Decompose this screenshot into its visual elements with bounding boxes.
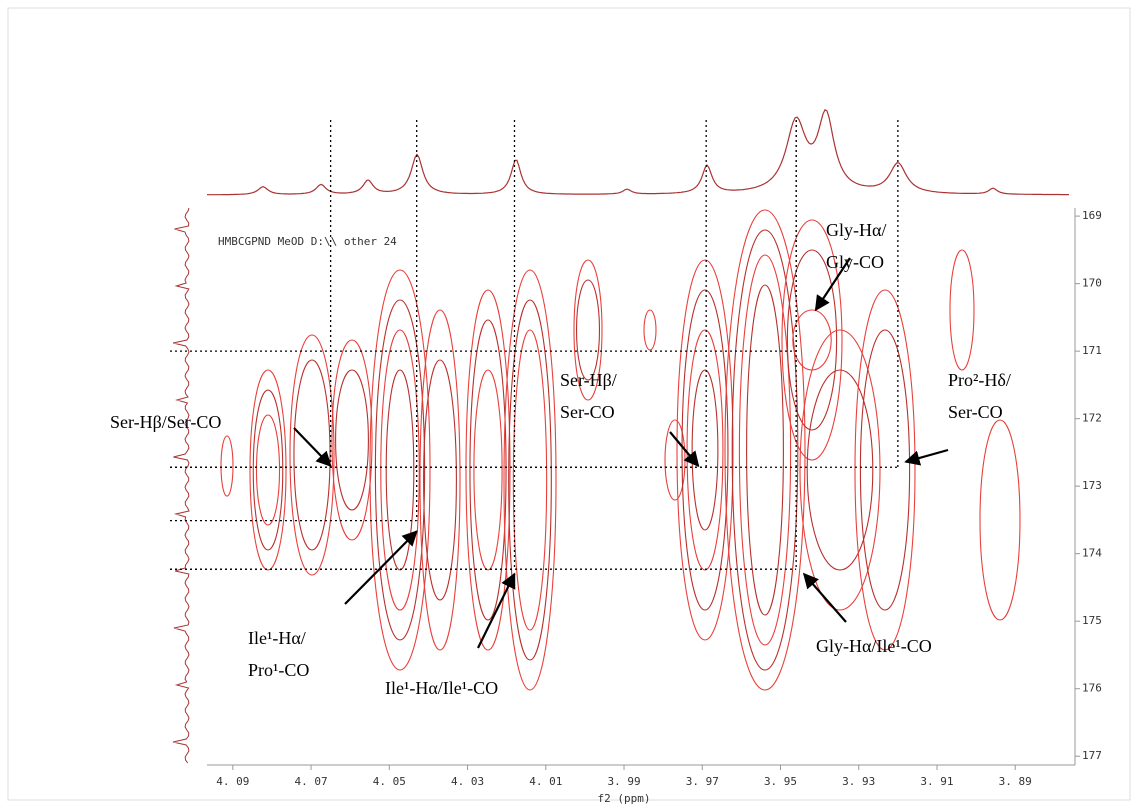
annotation-label: Pro¹-CO bbox=[248, 660, 309, 680]
contour bbox=[289, 334, 335, 576]
annotation-arrow bbox=[293, 427, 332, 468]
contour bbox=[686, 329, 724, 571]
x-tick-label: 4. 07 bbox=[294, 775, 327, 788]
y-tick-label: 176 bbox=[1082, 682, 1102, 695]
y-tick-label: 177 bbox=[1082, 749, 1102, 762]
contour bbox=[746, 284, 784, 616]
contour bbox=[331, 339, 373, 541]
contour bbox=[252, 389, 284, 551]
contour bbox=[573, 259, 603, 401]
contour bbox=[799, 329, 881, 611]
contour bbox=[676, 259, 734, 641]
annotation-arrow bbox=[904, 448, 949, 466]
x-tick-label: 3. 89 bbox=[999, 775, 1032, 788]
annotation-label: Ile¹-Hα/ bbox=[248, 628, 306, 648]
annotation-arrow bbox=[344, 530, 418, 605]
contour bbox=[220, 435, 234, 497]
annotation-label: Ser-Hβ/ bbox=[560, 370, 617, 390]
contour bbox=[854, 289, 916, 651]
x-tick-label: 4. 09 bbox=[216, 775, 249, 788]
contour bbox=[949, 249, 975, 371]
contour bbox=[293, 359, 331, 551]
contour bbox=[369, 269, 431, 671]
contour bbox=[423, 359, 457, 601]
x-tick-label: 4. 01 bbox=[529, 775, 562, 788]
annotation-arrow bbox=[802, 572, 847, 623]
annotation-label: Gly-CO bbox=[826, 252, 884, 272]
contour bbox=[465, 289, 511, 651]
annotation-label: Ser-Hβ/Ser-CO bbox=[110, 412, 221, 432]
x-tick-label: 3. 99 bbox=[607, 775, 640, 788]
annotation-label: Pro²-Hδ/ bbox=[948, 370, 1011, 390]
contour bbox=[249, 369, 287, 571]
contour bbox=[255, 414, 281, 526]
contour bbox=[738, 254, 792, 646]
y-tick-label: 175 bbox=[1082, 614, 1102, 627]
annotation-label: Ser-CO bbox=[948, 402, 1003, 422]
x-tick-label: 3. 95 bbox=[764, 775, 797, 788]
contour bbox=[374, 299, 426, 641]
x-tick-label: 3. 93 bbox=[842, 775, 875, 788]
contour bbox=[575, 279, 601, 381]
contour bbox=[512, 329, 548, 631]
x-axis-label: f2 (ppm) bbox=[598, 792, 651, 805]
annotation-arrow bbox=[814, 257, 851, 312]
x-tick-label: 3. 91 bbox=[920, 775, 953, 788]
experiment-label: HMBCGPND MeOD D:\\ other 24 bbox=[218, 235, 397, 248]
y-tick-label: 169 bbox=[1082, 209, 1102, 222]
contour bbox=[335, 369, 369, 511]
x-tick-label: 3. 97 bbox=[686, 775, 719, 788]
contour bbox=[724, 209, 806, 691]
contour bbox=[859, 329, 911, 611]
contour bbox=[681, 289, 729, 611]
contour bbox=[786, 249, 838, 431]
contour bbox=[508, 299, 552, 661]
y-tick-label: 174 bbox=[1082, 547, 1102, 560]
annotation-label: Ser-CO bbox=[560, 402, 615, 422]
contour bbox=[781, 219, 843, 461]
contour bbox=[503, 269, 557, 691]
y-tick-label: 171 bbox=[1082, 344, 1102, 357]
projection-f2 bbox=[207, 108, 1069, 196]
annotation-label: Gly-Hα/ bbox=[826, 220, 886, 240]
contour bbox=[469, 319, 507, 621]
contour bbox=[691, 369, 719, 531]
projection-f1 bbox=[172, 207, 190, 764]
contour bbox=[979, 419, 1021, 621]
annotation-label: Gly-Hα/Ile¹-CO bbox=[816, 636, 932, 656]
contour bbox=[380, 329, 420, 611]
contour bbox=[473, 369, 503, 571]
contours bbox=[220, 209, 1021, 691]
x-tick-label: 4. 03 bbox=[451, 775, 484, 788]
y-tick-label: 173 bbox=[1082, 479, 1102, 492]
contour bbox=[806, 369, 874, 571]
x-tick-label: 4. 05 bbox=[373, 775, 406, 788]
y-tick-label: 170 bbox=[1082, 277, 1102, 290]
annotation-arrow bbox=[477, 572, 516, 649]
contour bbox=[385, 369, 415, 571]
contour bbox=[731, 229, 799, 671]
contour bbox=[419, 309, 461, 651]
annotation-label: Ile¹-Hα/Ile¹-CO bbox=[385, 678, 498, 698]
annotation-arrow bbox=[669, 431, 700, 468]
frame bbox=[7, 7, 1131, 801]
contour bbox=[643, 309, 657, 351]
y-tick-label: 172 bbox=[1082, 412, 1102, 425]
